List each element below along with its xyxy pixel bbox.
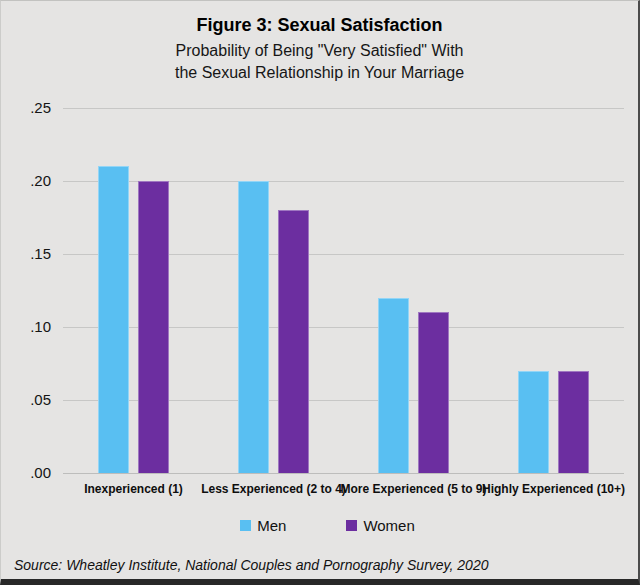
legend-label: Men [257,517,286,534]
bar-men-0 [98,166,129,473]
bar-men-2 [378,298,409,473]
bar-men-3 [518,371,549,473]
y-tick-label: .20 [1,172,51,190]
bar-women-2 [418,312,449,473]
y-tick-label: .00 [1,464,51,482]
legend-swatch-men [240,520,251,531]
y-tick-label: .05 [1,391,51,409]
legend-label: Women [363,517,414,534]
bar-women-1 [278,210,309,473]
legend-item-women: Women [346,517,414,534]
source-note: Source: Wheatley Institute, National Cou… [14,557,488,573]
legend: Men Women [9,517,640,534]
legend-item-men: Men [240,517,286,534]
plot-area: .00.05.10.15.20.25Inexperienced (1)Less … [1,1,638,579]
x-category-label: Highly Experienced (10+) [464,482,640,496]
y-tick-label: .10 [1,318,51,336]
y-tick-label: .15 [1,245,51,263]
bar-men-1 [238,181,269,473]
legend-swatch-women [346,520,357,531]
y-tick-label: .25 [1,99,51,117]
bar-women-0 [138,181,169,473]
bar-women-3 [558,371,589,473]
figure-frame: Figure 3: Sexual Satisfaction Probabilit… [0,0,640,585]
gridline-.25 [63,108,624,109]
